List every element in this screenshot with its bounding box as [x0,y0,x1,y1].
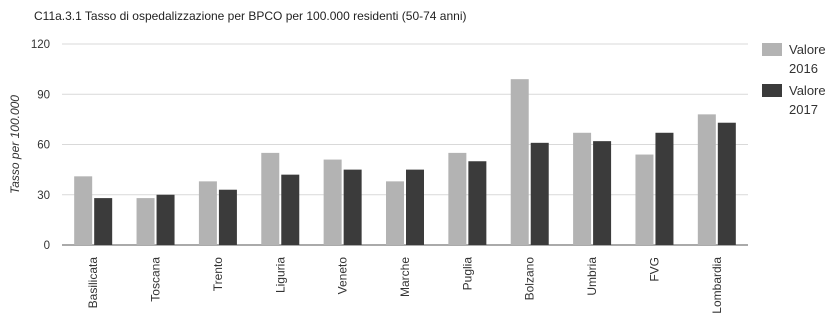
y-tick-label: 120 [31,39,50,51]
x-tick-label: Bolzano [523,257,537,301]
bar-series-2 [530,142,549,245]
x-tick-label: Toscana [149,257,163,302]
legend-label: Valore [789,42,826,57]
bar-series-1 [635,154,654,245]
x-tick-label: FVG [647,257,661,282]
y-tick-label: 0 [44,240,50,252]
bar-series-1 [386,181,404,245]
y-axis-title: Tasso per 100.000 [8,95,22,194]
bar-series-1 [74,176,93,245]
x-tick-label: Basilicata [86,257,100,309]
x-tick-label: Veneto [336,257,350,295]
bar-series-2 [468,161,487,245]
bar-series-2 [655,132,674,245]
bar-series-2 [343,169,362,245]
legend-label: Valore [789,83,826,98]
bar-series-2 [717,122,736,245]
y-tick-label: 60 [37,140,50,152]
y-tick-label: 90 [37,89,50,101]
bar-series-1 [323,159,342,245]
bar-series-1 [261,152,280,245]
bar-series-1 [510,79,529,245]
x-tick-label: Umbria [585,257,599,296]
legend-swatch [762,84,782,97]
legend-swatch [762,43,782,56]
chart-title: C11a.3.1 Tasso di ospedalizzazione per B… [34,9,467,23]
x-tick-label: Lombardia [710,257,724,314]
legend-label: 2017 [789,102,818,117]
x-tick-label: Liguria [273,257,287,293]
bar-series-1 [573,132,592,245]
bar-series-2 [218,189,237,245]
bar-series-1 [198,181,217,245]
x-tick-label: Marche [398,257,412,297]
bar-series-1 [136,198,155,245]
bar-series-2 [94,198,113,245]
legend-label: 2016 [789,61,818,76]
bar-series-2 [406,169,424,245]
x-tick-label: Trento [211,257,225,292]
bar-series-2 [281,174,300,245]
bar-series-1 [697,114,716,245]
bar-series-2 [156,194,175,245]
bar-series-2 [593,141,612,245]
y-tick-label: 30 [37,190,50,202]
x-tick-label: Puglia [460,257,474,291]
bar-series-1 [448,152,467,245]
